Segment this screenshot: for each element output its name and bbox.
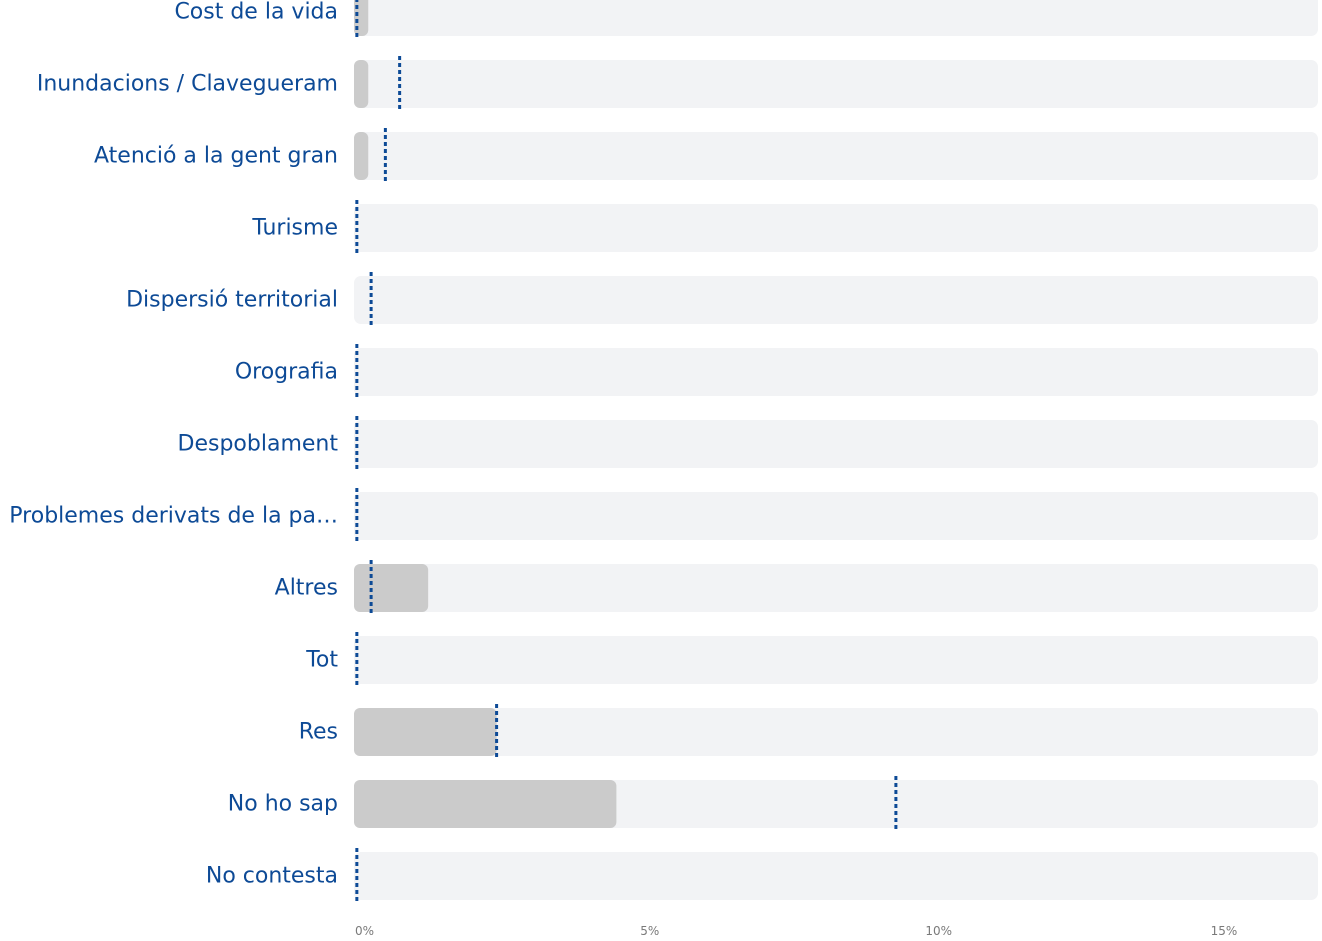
x-tick-label: 5% xyxy=(640,924,659,938)
bar-track xyxy=(354,60,1318,108)
category-label: No ho sap xyxy=(228,792,338,817)
bar-track xyxy=(354,708,1318,756)
category-label: Inundacions / Clavegueram xyxy=(37,72,338,97)
bar-track xyxy=(354,564,1318,612)
category-label: Altres xyxy=(275,576,338,601)
bar-track xyxy=(354,636,1318,684)
bar-track xyxy=(354,852,1318,900)
category-label: Despoblament xyxy=(178,432,339,457)
category-label: Res xyxy=(299,720,338,745)
category-label: Cost de la vida xyxy=(174,0,338,25)
x-tick-label: 10% xyxy=(925,924,952,938)
x-tick-labels: 0% 5% 10% 15% xyxy=(355,924,1237,938)
markers xyxy=(355,0,898,904)
bar-track xyxy=(354,204,1318,252)
bars xyxy=(354,0,617,828)
bar-track xyxy=(354,492,1318,540)
bar-track xyxy=(354,0,1318,36)
bar xyxy=(354,132,369,180)
category-label: Turisme xyxy=(251,216,338,241)
bar xyxy=(354,708,497,756)
bar-track xyxy=(354,420,1318,468)
bar xyxy=(354,60,369,108)
bar-track xyxy=(354,132,1318,180)
category-labels: Cost de la vida Inundacions / Clavegueram… xyxy=(9,0,338,889)
bar xyxy=(354,564,429,612)
category-label: Atenció a la gent gran xyxy=(94,144,338,169)
category-label: No contesta xyxy=(206,864,338,889)
bar-track xyxy=(354,276,1318,324)
category-label: Dispersió territorial xyxy=(126,288,338,313)
bar xyxy=(354,780,617,828)
bar-track xyxy=(354,348,1318,396)
x-tick-label: 0% xyxy=(355,924,374,938)
category-label: Orografia xyxy=(235,360,338,385)
category-label: Problemes derivats de la pa… xyxy=(9,504,338,529)
bar-tracks xyxy=(354,0,1318,900)
category-label: Tot xyxy=(305,648,338,673)
x-tick-label: 15% xyxy=(1211,924,1238,938)
